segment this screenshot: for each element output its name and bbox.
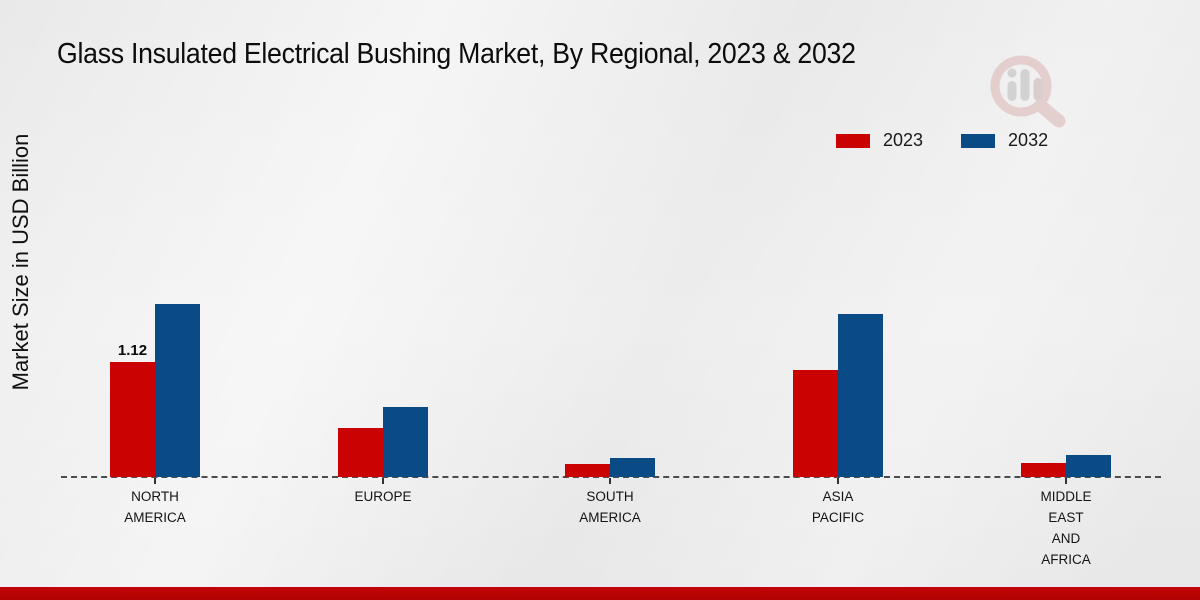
- legend-item-2032: 2032: [961, 130, 1048, 151]
- bar-2023-asia-pacific: [793, 370, 838, 477]
- x-axis-label-middle-east-and-africa: MIDDLE EAST AND AFRICA: [1040, 489, 1092, 567]
- bar-2023-south-america: [565, 464, 610, 477]
- x-axis-tick-north-america: [154, 478, 156, 484]
- magnifier-bar-chart-logo-watermark: [990, 55, 1066, 128]
- x-axis-label-europe: EUROPE: [354, 489, 412, 504]
- bar-2032-south-america: [610, 458, 655, 477]
- x-axis-tick-asia-pacific: [837, 478, 839, 484]
- x-axis-tick-south-america: [609, 478, 611, 484]
- x-axis-label-north-america: NORTH AMERICA: [124, 489, 186, 525]
- legend-swatch-2032-icon: [961, 133, 996, 148]
- x-axis-tick-europe: [382, 478, 384, 484]
- bar-value-label: 1.12: [117, 342, 148, 359]
- legend-swatch-2023-icon: [836, 133, 870, 148]
- bar-2032-europe: [383, 407, 428, 477]
- bar-2032-asia-pacific: [838, 314, 883, 477]
- x-axis-label-south-america: SOUTH AMERICA: [579, 489, 641, 525]
- legend-label-2032: 2032: [1008, 130, 1049, 150]
- bar-2023-north-america: [110, 362, 155, 477]
- chart-title: Glass Insulated Electrical Bushing Marke…: [57, 38, 856, 70]
- x-axis-tick-middle-east-and-africa: [1065, 478, 1067, 484]
- legend-item-2023: 2023: [836, 130, 923, 151]
- x-axis-label-asia-pacific: ASIA PACIFIC: [811, 489, 865, 525]
- legend: 2023 2032: [836, 130, 1048, 151]
- x-axis-baseline: [61, 476, 1161, 478]
- footer-accent-bar: [0, 587, 1200, 600]
- bar-2023-middle-east-and-africa: [1021, 463, 1066, 477]
- legend-label-2023: 2023: [883, 130, 924, 150]
- bar-2032-north-america: [155, 304, 200, 477]
- bar-2023-europe: [338, 428, 383, 477]
- bar-2032-middle-east-and-africa: [1066, 455, 1111, 477]
